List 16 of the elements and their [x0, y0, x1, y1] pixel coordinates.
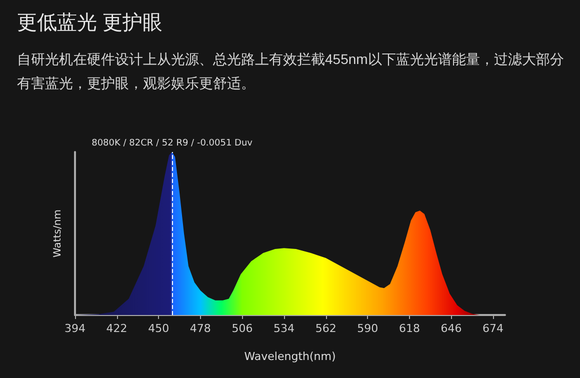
x-tick-label: 618 — [398, 322, 420, 335]
y-axis-title: Watts/nm — [52, 210, 64, 258]
x-axis-title: Wavelength(nm) — [244, 350, 336, 363]
x-tick-label: 562 — [315, 322, 336, 335]
chart-subtitle: 自研光机在硬件设计上从光源、总光路上有效拦截455nm以下蓝光光谱能量，过滤大部分有害蓝光，更护眼，观影娱乐更舒适。 — [17, 51, 564, 91]
x-tick-label: 534 — [274, 322, 295, 335]
x-tick-label: 590 — [357, 322, 378, 335]
x-tick-label: 646 — [440, 322, 462, 335]
x-tick-label: 506 — [232, 322, 253, 335]
x-tick-label: 450 — [148, 322, 170, 335]
x-tick-label: 674 — [482, 322, 504, 335]
x-tick-label: 394 — [64, 322, 86, 335]
chart-title: 更低蓝光 更护眼 — [17, 12, 163, 34]
x-tick-label: 422 — [106, 322, 128, 335]
ref-line-label: 8080K / 82CR / 52 R9 / -0.0051 Duv — [92, 138, 254, 148]
x-tick-label: 478 — [190, 322, 211, 335]
